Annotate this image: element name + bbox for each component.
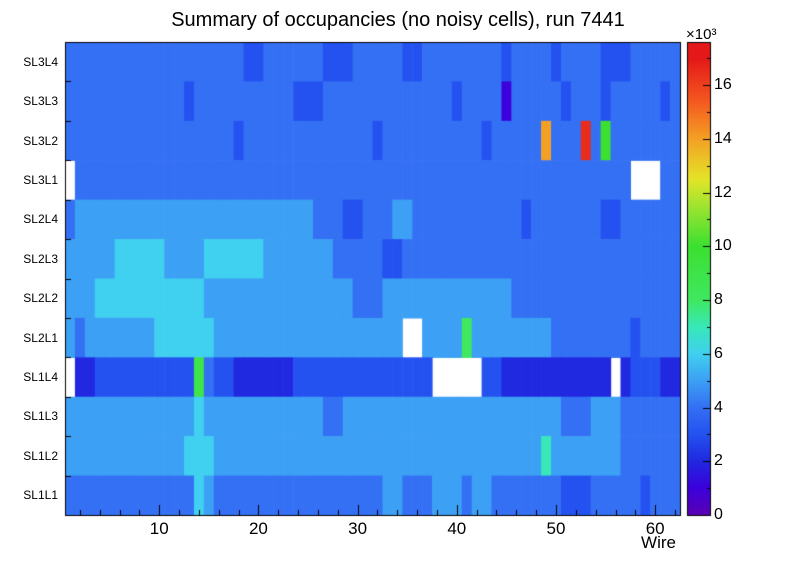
- x-tick-label: 10: [149, 519, 169, 538]
- y-tick-label: SL3L3: [23, 94, 58, 109]
- y-tick-label: SL1L2: [23, 448, 58, 463]
- x-axis-title: Wire: [641, 533, 676, 552]
- y-tick-label: SL2L1: [23, 330, 58, 345]
- chart-title: Summary of occupancies (no noisy cells),…: [171, 9, 625, 31]
- colorbar-tick-label: 10: [714, 237, 732, 255]
- colorbar-tick-label: 8: [714, 291, 723, 308]
- y-tick-label: SL1L3: [23, 409, 58, 424]
- x-tick-label: 60: [645, 519, 665, 538]
- colorbar-tick-label: 0: [714, 506, 723, 523]
- y-tick-label: SL3L2: [23, 133, 58, 148]
- y-tick-label: SL1L1: [23, 488, 58, 503]
- colorbar-tick-label: 2: [714, 452, 723, 470]
- colorbar-multiplier: ×10³: [686, 26, 717, 43]
- y-tick-label: SL2L4: [23, 212, 58, 227]
- x-tick-label: 40: [447, 519, 467, 538]
- y-tick-label: SL2L2: [23, 291, 58, 306]
- colorbar-tick-label: 6: [714, 344, 723, 362]
- colorbar-tick-label: 4: [714, 398, 723, 416]
- y-tick-label: SL2L3: [23, 251, 58, 266]
- colorbar-tick-label: 12: [714, 183, 732, 201]
- colorbar-tick-label: 14: [714, 129, 732, 147]
- colorbar-tick-label: 16: [714, 76, 732, 93]
- y-tick-label: SL3L4: [23, 54, 58, 69]
- x-tick-label: 30: [348, 519, 368, 538]
- x-tick-label: 20: [248, 519, 268, 538]
- y-tick-label: SL1L4: [23, 370, 58, 385]
- x-tick-label: 50: [546, 519, 566, 538]
- y-tick-label: SL3L1: [23, 172, 58, 187]
